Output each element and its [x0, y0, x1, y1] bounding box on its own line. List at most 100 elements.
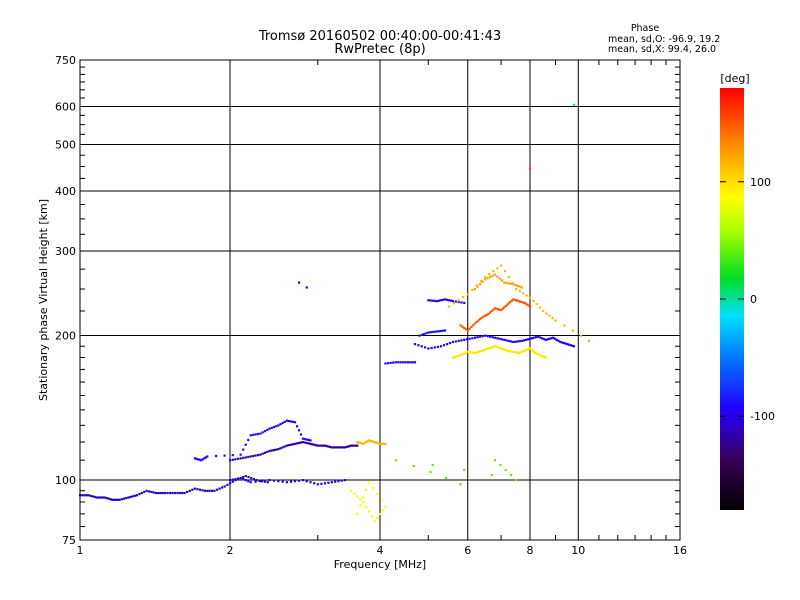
data-point	[507, 282, 510, 285]
data-point	[430, 346, 433, 350]
data-point	[161, 491, 164, 495]
data-point	[489, 275, 492, 279]
data-point	[484, 334, 487, 337]
data-point	[325, 444, 328, 448]
data-point	[516, 351, 519, 354]
data-point	[305, 286, 308, 289]
data-point	[254, 454, 257, 457]
data-point	[381, 509, 384, 512]
data-point	[362, 442, 365, 445]
data-point	[266, 428, 269, 431]
data-point	[454, 300, 457, 303]
data-point	[439, 329, 443, 333]
data-point	[309, 481, 312, 484]
data-point	[362, 500, 365, 504]
data-point	[85, 494, 88, 497]
data-point	[439, 299, 443, 302]
data-point	[459, 483, 462, 486]
data-point	[195, 457, 198, 460]
data-point	[133, 494, 136, 497]
data-point	[289, 420, 293, 423]
data-point	[305, 438, 308, 441]
data-point	[542, 309, 545, 313]
data-point	[293, 421, 297, 424]
data-point	[534, 351, 537, 355]
data-point	[307, 442, 310, 445]
data-point	[459, 324, 462, 327]
data-point	[514, 340, 517, 343]
data-point	[489, 346, 492, 350]
data-point	[196, 488, 199, 491]
data-point	[520, 300, 523, 304]
data-point	[507, 302, 510, 305]
data-point	[263, 451, 267, 454]
data-point	[268, 479, 271, 482]
data-point	[466, 329, 469, 332]
data-point	[93, 495, 96, 499]
data-point	[360, 442, 363, 445]
y-tick-label: 75	[62, 534, 76, 547]
data-point	[473, 351, 477, 355]
data-point	[561, 341, 564, 344]
data-point	[320, 444, 323, 447]
data-point	[448, 341, 452, 345]
data-point	[543, 355, 546, 359]
data-point	[279, 447, 282, 450]
data-point	[178, 491, 181, 495]
data-point	[520, 350, 523, 353]
data-point	[183, 491, 186, 495]
data-point	[261, 452, 264, 455]
data-point	[376, 493, 379, 496]
data-point	[555, 338, 558, 341]
data-point	[453, 355, 456, 359]
data-point	[147, 490, 151, 493]
data-point	[457, 300, 460, 304]
data-point	[249, 434, 252, 437]
data-point	[496, 275, 499, 278]
data-point	[529, 305, 532, 308]
data-point	[272, 448, 276, 452]
data-point	[447, 305, 451, 308]
data-point	[266, 481, 269, 484]
data-point	[457, 354, 460, 357]
data-point	[513, 351, 516, 354]
data-point	[293, 480, 297, 483]
data-point	[279, 423, 282, 426]
data-point	[519, 351, 522, 354]
data-point	[420, 345, 423, 348]
data-point	[198, 488, 202, 491]
data-point	[208, 489, 211, 492]
data-point	[363, 441, 366, 445]
data-point	[517, 300, 521, 303]
data-point	[289, 443, 293, 446]
data-point	[496, 337, 499, 340]
data-point	[441, 298, 445, 301]
data-point	[394, 361, 397, 364]
data-point	[413, 361, 417, 364]
data-point	[439, 345, 443, 348]
data-point	[460, 339, 463, 342]
data-point	[504, 304, 507, 308]
data-point	[557, 339, 560, 343]
data-point	[204, 456, 207, 459]
data-point	[422, 332, 426, 336]
data-point	[514, 283, 517, 287]
data-point	[176, 491, 179, 495]
data-point	[340, 446, 343, 449]
data-point	[449, 299, 453, 302]
data-point	[303, 441, 306, 444]
data-point	[373, 441, 376, 444]
data-point	[518, 285, 521, 288]
data-point	[418, 334, 421, 337]
data-point	[536, 335, 540, 338]
data-point	[515, 288, 518, 291]
data-point	[316, 444, 319, 447]
data-point	[231, 478, 234, 481]
data-point	[486, 277, 489, 280]
data-point	[244, 479, 247, 482]
data-point	[524, 349, 528, 352]
axis-ticks: 1 2 4 6 8 10 16 75 100 200 300 400 500 600 750	[55, 54, 687, 557]
x-tick-label: 1	[77, 544, 84, 557]
data-point	[486, 335, 489, 338]
data-point	[99, 496, 102, 499]
